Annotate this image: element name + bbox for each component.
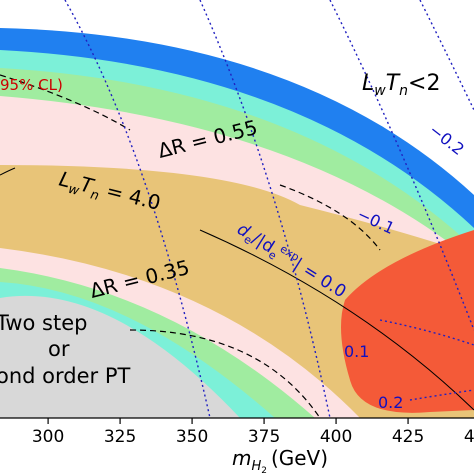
x-axis-label: mH2 (GeV)	[232, 446, 328, 474]
annotation-part: n	[399, 83, 408, 99]
region-red	[341, 230, 474, 413]
annotation: LwTn<2	[362, 71, 440, 99]
dotted-line	[409, 389, 474, 401]
x-tick-label: 400	[320, 427, 352, 447]
annotation-part: n	[89, 187, 101, 204]
x-tick-label: 300	[32, 427, 64, 447]
dotted-line	[64, 0, 211, 419]
regions	[0, 28, 474, 418]
x-axis-label-part: (GeV)	[271, 446, 328, 470]
annotation: 95% CL)	[0, 76, 63, 94]
x-tick-label: 325	[104, 427, 136, 447]
annotation: ond order PT	[0, 364, 130, 388]
annotation-part: <2	[408, 71, 440, 96]
x-tick-label: 350	[176, 427, 208, 447]
x-tick-label: 450	[464, 427, 474, 447]
x-ticks: 300 325 350 375 400 425 450	[32, 418, 474, 447]
annotation: or	[48, 337, 70, 361]
annotation: 0.1	[344, 342, 369, 361]
contour-lines	[0, 0, 474, 419]
x-axis-label-part: 2	[261, 466, 267, 474]
x-axis-label-part: m	[232, 446, 251, 470]
x-axis-label-part: H	[251, 459, 261, 474]
annotation-part: w	[67, 182, 81, 199]
solid-line	[0, 167, 16, 176]
x-tick-label: 375	[248, 427, 280, 447]
region-grey	[0, 295, 240, 418]
solid-line	[199, 229, 474, 411]
annotation: Two step	[0, 311, 87, 335]
annotation-part: T	[386, 71, 401, 96]
dashed-line	[129, 329, 321, 419]
x-tick-label: 425	[392, 427, 424, 447]
annotation-part: L	[362, 71, 374, 96]
annotation: 0.2	[378, 393, 403, 412]
annotation-part: w	[374, 83, 386, 99]
